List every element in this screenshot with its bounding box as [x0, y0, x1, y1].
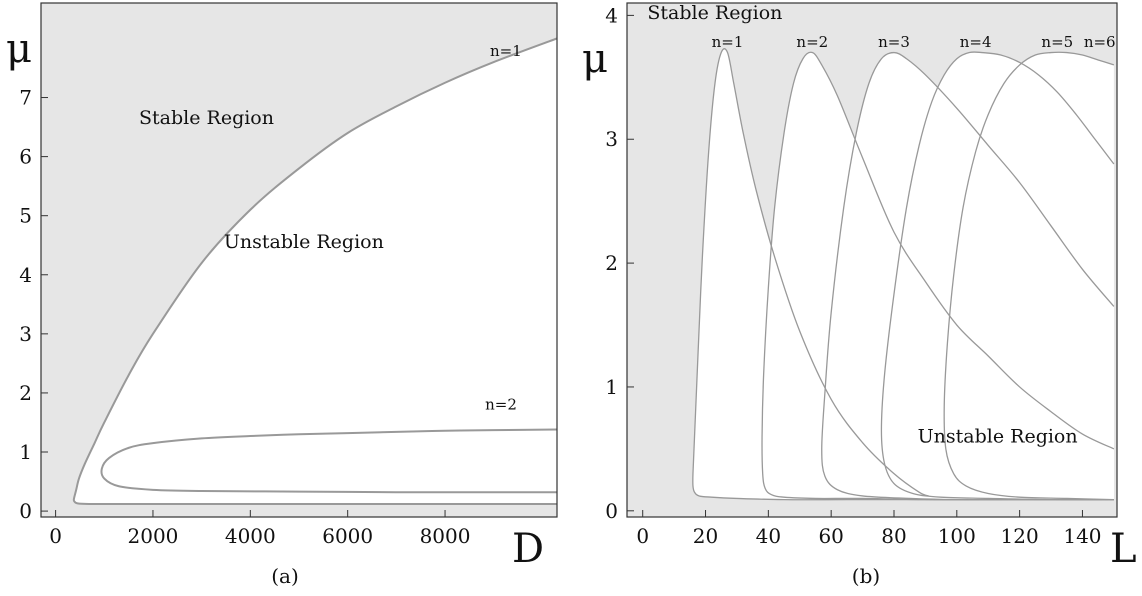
- x-tick-label: 4000: [225, 524, 276, 548]
- curve-label: n=1: [490, 42, 522, 60]
- x-tick-label: 100: [938, 524, 976, 548]
- series-line-n=4: [880, 51, 1115, 501]
- x-axis-label-b: L: [1110, 526, 1137, 572]
- series-line-n=2: [100, 428, 557, 494]
- y-tick-label: 2: [605, 251, 618, 275]
- ticks-a: 0 2000 4000 6000 8000 0 1 2 3 4 5 6 7: [19, 86, 470, 548]
- y-tick-label: 4: [605, 3, 618, 27]
- y-tick-label: 6: [19, 145, 32, 169]
- y-tick-label: 0: [605, 499, 618, 523]
- curve-label: n=6: [1084, 33, 1116, 51]
- series-line-n=1: [692, 48, 1114, 501]
- y-tick-label: 5: [19, 204, 32, 228]
- region-label: Stable Region: [647, 2, 782, 24]
- frame-a: [40, 2, 558, 518]
- x-tick-label: 140: [1063, 524, 1101, 548]
- x-axis-label-a: D: [512, 526, 544, 572]
- curve-label: n=4: [960, 33, 992, 51]
- region-fill-n=1: [73, 38, 557, 505]
- x-tick-label: 0: [636, 524, 649, 548]
- y-tick-label: 0: [19, 499, 32, 523]
- panel-a: 0 2000 4000 6000 8000 0 1 2 3 4 5 6 7 Stable Region U…: [6, 2, 558, 588]
- series-line-n=1: [72, 37, 557, 506]
- frame-b: [626, 2, 1118, 518]
- ticks-b: 0 20 40 60 80 100 120 140 0 1 2 3 4: [605, 3, 1101, 548]
- curve-label: n=3: [878, 33, 910, 51]
- region-fill-n=2: [101, 429, 557, 493]
- curve-label: n=5: [1041, 33, 1073, 51]
- x-tick-label: 120: [1001, 524, 1039, 548]
- y-tick-label: 7: [19, 86, 32, 110]
- x-tick-label: 0: [49, 524, 62, 548]
- y-axis-label-b: μ: [582, 36, 608, 82]
- x-tick-label: 80: [881, 524, 906, 548]
- curve-label: n=2: [485, 395, 517, 413]
- y-tick-label: 1: [19, 440, 32, 464]
- x-tick-label: 40: [756, 524, 781, 548]
- region-label: Unstable Region: [918, 426, 1078, 448]
- x-tick-label: 8000: [420, 524, 471, 548]
- series-lines-a: [72, 37, 557, 506]
- panel-b: 0 20 40 60 80 100 120 140 0 1 2 3 4 Stable Region Uns…: [582, 2, 1137, 588]
- y-tick-label: 3: [19, 322, 32, 346]
- regions-a: [73, 38, 557, 505]
- caption-b: (b): [852, 564, 880, 588]
- annotations-a: Stable Region Unstable Region n=1 n=2: [139, 42, 522, 413]
- y-tick-label: 4: [19, 263, 32, 287]
- region-fill-n=5: [944, 52, 1114, 500]
- annotations-b: Stable Region Unstable Region n=1 n=2 n=3 n=4…: [647, 2, 1115, 448]
- curve-label: n=1: [712, 33, 744, 51]
- x-tick-label: 20: [693, 524, 718, 548]
- series-line-n=5: [943, 51, 1115, 501]
- x-tick-label: 2000: [128, 524, 179, 548]
- region-label: Unstable Region: [224, 231, 384, 253]
- region-label: Stable Region: [139, 107, 274, 129]
- curve-label: n=2: [796, 33, 828, 51]
- x-tick-label: 6000: [322, 524, 373, 548]
- y-tick-label: 3: [605, 127, 618, 151]
- y-axis-label-a: μ: [6, 26, 32, 72]
- y-tick-label: 1: [605, 375, 618, 399]
- series-lines-b: [692, 48, 1115, 501]
- y-tick-label: 2: [19, 381, 32, 405]
- series-line-n=2: [761, 51, 1115, 501]
- x-tick-label: 60: [818, 524, 843, 548]
- series-line-n=3: [821, 51, 1115, 501]
- caption-a: (a): [271, 564, 299, 588]
